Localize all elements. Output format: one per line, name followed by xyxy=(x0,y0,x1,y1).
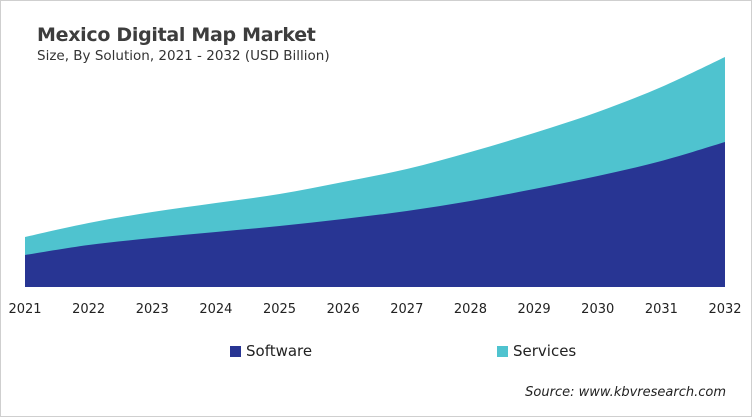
legend-label-services: Services xyxy=(513,342,577,360)
x-tick-label: 2022 xyxy=(72,302,105,317)
x-tick-label: 2023 xyxy=(136,302,169,317)
legend-swatch-services xyxy=(497,345,508,357)
legend-item-software: Software xyxy=(230,342,312,360)
legend-swatch-software xyxy=(230,345,241,357)
x-tick-label: 2027 xyxy=(390,302,423,317)
area-software xyxy=(25,142,725,287)
source-note: Source: www.kbvresearch.com xyxy=(525,385,726,400)
x-tick-label: 2021 xyxy=(8,302,41,317)
x-tick-label: 2028 xyxy=(454,302,487,317)
x-tick-label: 2030 xyxy=(581,302,614,317)
legend-item-services: Services xyxy=(497,342,576,360)
x-tick-label: 2026 xyxy=(327,302,360,317)
chart-title: Mexico Digital Map Market xyxy=(37,24,316,46)
chart-subtitle: Size, By Solution, 2021 - 2032 (USD Bill… xyxy=(37,48,330,64)
x-tick-label: 2031 xyxy=(645,302,678,317)
x-tick-label: 2029 xyxy=(518,302,551,317)
x-tick-label: 2024 xyxy=(199,302,232,317)
legend-label-software: Software xyxy=(246,342,313,360)
x-tick-label: 2032 xyxy=(708,302,741,317)
x-tick-label: 2025 xyxy=(263,302,296,317)
